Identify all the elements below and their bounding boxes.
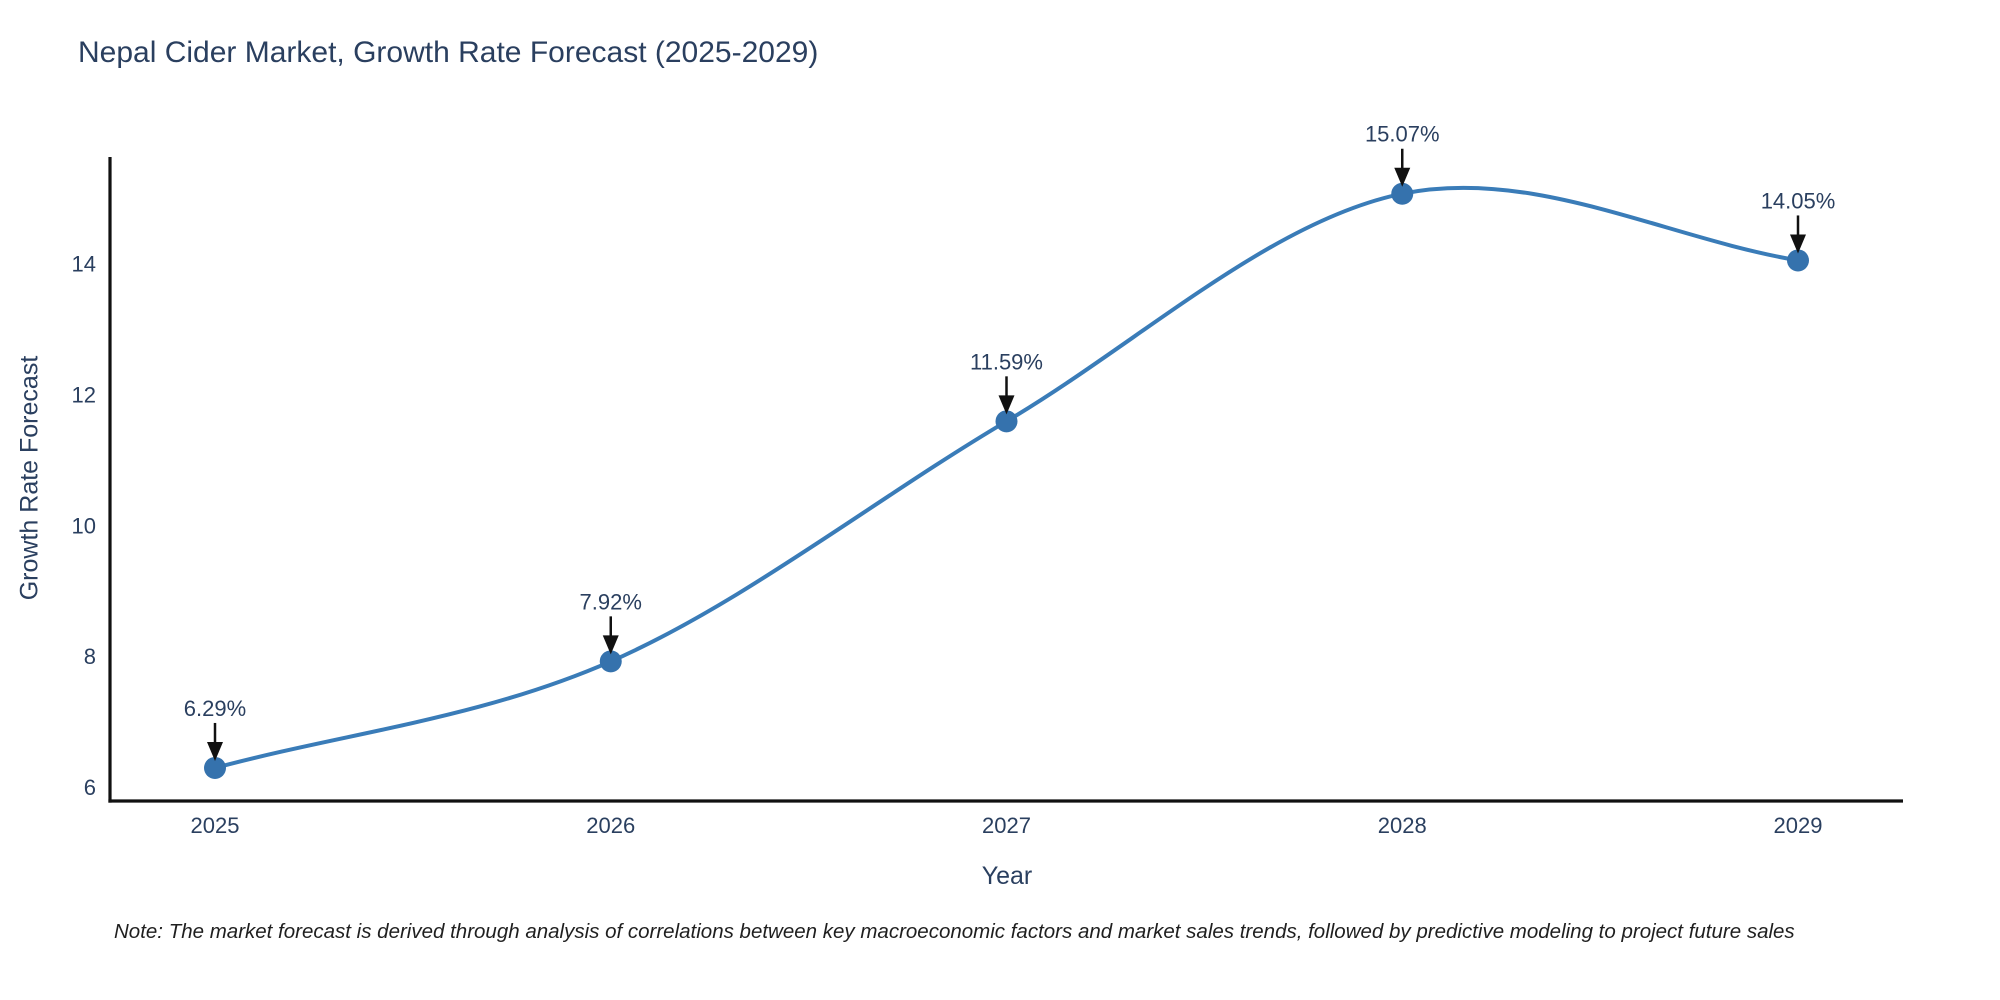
annotation-arrowhead [1790,234,1806,254]
x-tick-label: 2028 [1378,813,1427,838]
chart-line [213,185,1800,770]
point-annotation: 11.59% [970,349,1043,374]
y-tick-label: 10 [72,513,96,538]
footnote: Note: The market forecast is derived thr… [114,920,1795,943]
annotation-arrowhead [1394,167,1411,187]
annotation-arrowhead [602,635,619,655]
annotation-arrowhead [998,395,1015,415]
point-annotation: 7.92% [580,589,642,614]
y-tick-label: 6 [84,775,96,800]
y-axis-title: Growth Rate Forecast [15,355,44,601]
y-tick-label: 14 [72,252,96,277]
x-tick-label: 2026 [586,813,635,838]
annotation-arrowhead [207,741,223,761]
data-point-marker [995,410,1018,433]
y-tick-label: 8 [84,644,96,669]
point-annotation: 14.05% [1761,188,1836,213]
data-point-marker [599,650,622,673]
point-annotation: 6.29% [184,696,246,721]
chart-title: Nepal Cider Market, Growth Rate Forecast… [78,36,819,69]
x-tick-label: 2029 [1774,813,1823,838]
data-point-marker [1787,249,1809,272]
x-tick-label: 2025 [191,813,240,838]
x-axis-title: Year [981,862,1033,890]
data-point-marker [1391,182,1414,205]
x-tick-label: 2027 [982,813,1031,838]
y-tick-label: 12 [72,383,96,408]
data-point-marker [204,756,226,779]
point-annotation: 15.07% [1365,122,1440,147]
